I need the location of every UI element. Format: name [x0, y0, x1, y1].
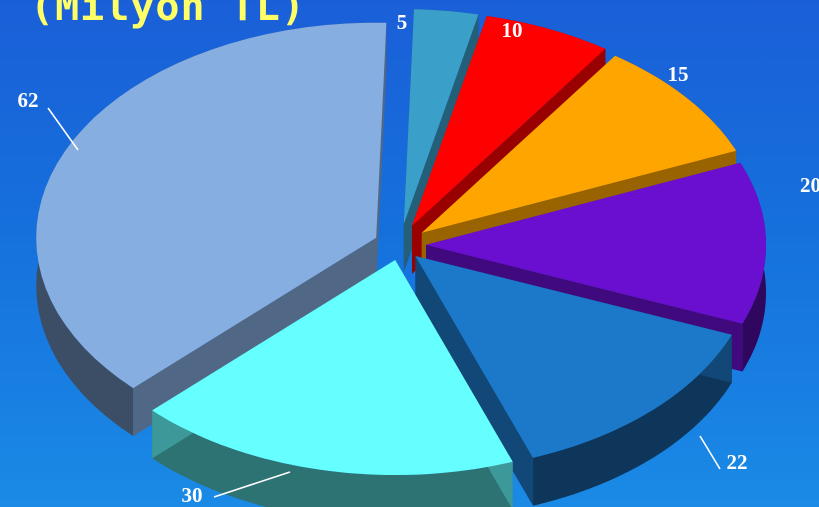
pie-slice-top	[415, 256, 732, 458]
data-label-15: 15	[668, 62, 689, 86]
data-label-5: 5	[397, 10, 408, 34]
pie-slice-top	[412, 16, 606, 226]
pie-slice-30	[152, 260, 513, 507]
pie-slice-edge	[376, 22, 387, 286]
data-label-30: 30	[182, 483, 203, 507]
pie-slice-top	[36, 22, 387, 389]
leader-line-30	[213, 471, 291, 498]
pie-slice-side	[152, 410, 513, 507]
pie-slice-edge	[415, 256, 533, 506]
leader-line-62	[47, 107, 79, 151]
pie-slice-top	[425, 162, 766, 324]
data-label-10: 10	[502, 18, 523, 42]
chart-title: (Milyon TL)	[30, 0, 306, 30]
leader-line-22	[699, 435, 721, 470]
pie-slice-top	[421, 55, 737, 233]
data-label-22: 22	[727, 450, 748, 474]
pie-slice-22	[415, 256, 732, 506]
pie-slice-top	[403, 9, 479, 225]
pie-slice-side	[533, 334, 732, 506]
data-label-62: 62	[18, 88, 39, 112]
data-label-20: 20	[800, 173, 819, 197]
pie-slice-top	[152, 260, 513, 475]
